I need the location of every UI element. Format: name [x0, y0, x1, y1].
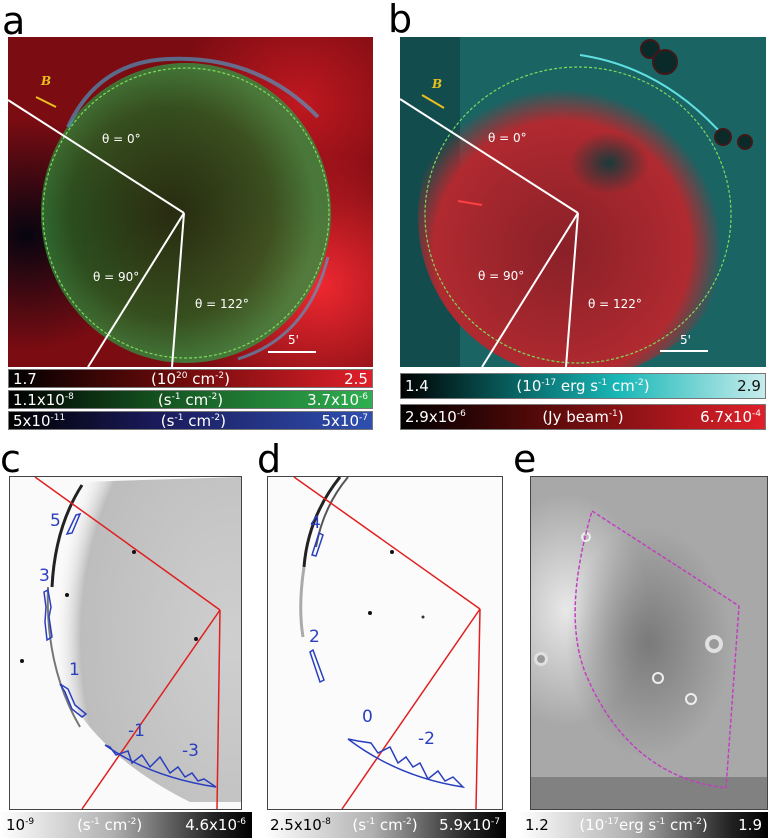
scale-bar-label: 5' — [288, 333, 299, 347]
panel-label-d: d — [257, 437, 282, 481]
angle-label-122: θ = 122° — [195, 297, 249, 311]
colorbar-unit: (Jy beam-1) — [542, 408, 624, 426]
reference-circle — [42, 67, 330, 359]
colorbar-max: 4.6x10-6 — [185, 816, 246, 834]
sector-line — [34, 477, 221, 611]
region-label: 5 — [50, 511, 61, 531]
sector-line — [81, 609, 221, 809]
panel-d-image: 4 2 0 -2 — [267, 476, 503, 810]
colorbar-unit: (s-1 cm-2) — [77, 816, 143, 834]
colorbar-b-cyan: 1.4 (10-17 erg s-1 cm-2) 2.9 — [400, 373, 766, 399]
colorbar-min: 10-9 — [6, 816, 35, 834]
region-label: -3 — [182, 741, 199, 761]
panel-c-image: 5 3 1 -1 -3 — [9, 476, 242, 810]
sector-line — [341, 608, 481, 809]
reference-circle — [424, 66, 732, 364]
panel-b-image: B θ = 0° θ = 90° θ = 122° 5' — [400, 37, 766, 367]
region-0-minus2 — [347, 738, 466, 789]
region-label: 3 — [39, 566, 50, 586]
sector-line — [475, 608, 481, 809]
region-minus1-minus3 — [104, 744, 217, 788]
panel-label-a: a — [2, 0, 26, 43]
panel-a-graphic — [8, 37, 373, 367]
colorbar-min: 2.5x10-8 — [270, 816, 331, 834]
region-4 — [311, 531, 324, 557]
colorbar-max: 6.7x10-4 — [700, 408, 761, 426]
colorbar-min: 1.4 — [405, 377, 429, 395]
panel-a-image: B θ = 0° θ = 90° θ = 122° 5' — [8, 37, 373, 367]
region-label: 0 — [362, 707, 373, 727]
field-arrow — [421, 94, 445, 109]
colorbar-unit: (s-1 cm-2) — [157, 390, 224, 409]
colorbar-a-green: 1.1x10-8 (s-1 cm-2) 3.7x10-6 — [8, 390, 373, 409]
colorbar-a-red: 1.7 (1020 cm-2) 2.5 — [8, 369, 373, 388]
colorbar-max: 1.9 — [738, 816, 762, 834]
region-1 — [59, 683, 88, 718]
panel-label-c: c — [0, 437, 21, 481]
colorbar-max: 5x10-7 — [321, 411, 368, 430]
panel-d-graphic — [293, 477, 481, 809]
colorbar-max: 5.9x10-7 — [439, 816, 500, 834]
panel-label-e: e — [513, 437, 537, 481]
region-2 — [309, 648, 325, 684]
angle-label-0: θ = 0° — [488, 131, 527, 145]
scale-bar-label: 5' — [680, 333, 691, 347]
region-5 — [65, 512, 82, 536]
region-label: -2 — [418, 729, 435, 749]
region-label: 2 — [309, 627, 320, 647]
colorbar-unit: (s-1 cm-2) — [160, 411, 226, 430]
colorbar-max: 2.5 — [344, 369, 368, 388]
colorbar-a-blue: 5x10-11 (s-1 cm-2) 5x10-7 — [8, 411, 373, 430]
colorbar-unit: (s-1 cm-2) — [352, 816, 418, 834]
panel-e-graphic — [531, 477, 767, 809]
sector-e — [574, 509, 740, 789]
region-label: 1 — [69, 660, 80, 680]
angle-label-90: θ = 90° — [93, 270, 140, 284]
angle-label-90: θ = 90° — [478, 269, 525, 283]
panel-c-graphic — [20, 477, 241, 809]
region-label: -1 — [128, 721, 145, 741]
colorbar-max: 3.7x10-6 — [307, 390, 368, 409]
colorbar-e: 1.2 (10-17erg s-1 cm-2) 1.9 — [519, 812, 768, 838]
sector-line — [216, 609, 221, 809]
sector-line — [293, 477, 481, 610]
colorbar-min: 1.1x10-8 — [13, 390, 74, 409]
colorbar-min: 1.2 — [525, 816, 549, 834]
region-label: 4 — [310, 513, 321, 533]
colorbar-unit: (10-17 erg s-1 cm-2) — [516, 377, 650, 395]
angle-label-0: θ = 0° — [102, 132, 141, 146]
colorbar-min: 1.7 — [13, 369, 37, 388]
region-3 — [43, 588, 53, 642]
panel-b-graphic — [400, 37, 766, 367]
colorbar-d: 2.5x10-8 (s-1 cm-2) 5.9x10-7 — [264, 812, 506, 838]
panel-label-b: b — [388, 0, 413, 41]
field-label-b: B — [41, 74, 52, 88]
colorbar-unit: (10-17erg s-1 cm-2) — [579, 816, 708, 834]
angle-label-122: θ = 122° — [588, 297, 642, 311]
colorbar-unit: (1020 cm-2) — [151, 369, 230, 388]
colorbar-b-red: 2.9x10-6 (Jy beam-1) 6.7x10-4 — [400, 404, 766, 430]
field-arrow — [35, 96, 57, 108]
colorbar-min: 5x10-11 — [13, 411, 66, 430]
colorbar-min: 2.9x10-6 — [405, 408, 466, 426]
colorbar-max: 2.9 — [737, 377, 761, 395]
field-label-b: B — [432, 77, 443, 91]
colorbar-c: 10-9 (s-1 cm-2) 4.6x10-6 — [0, 812, 252, 838]
panel-e-image — [530, 476, 768, 810]
